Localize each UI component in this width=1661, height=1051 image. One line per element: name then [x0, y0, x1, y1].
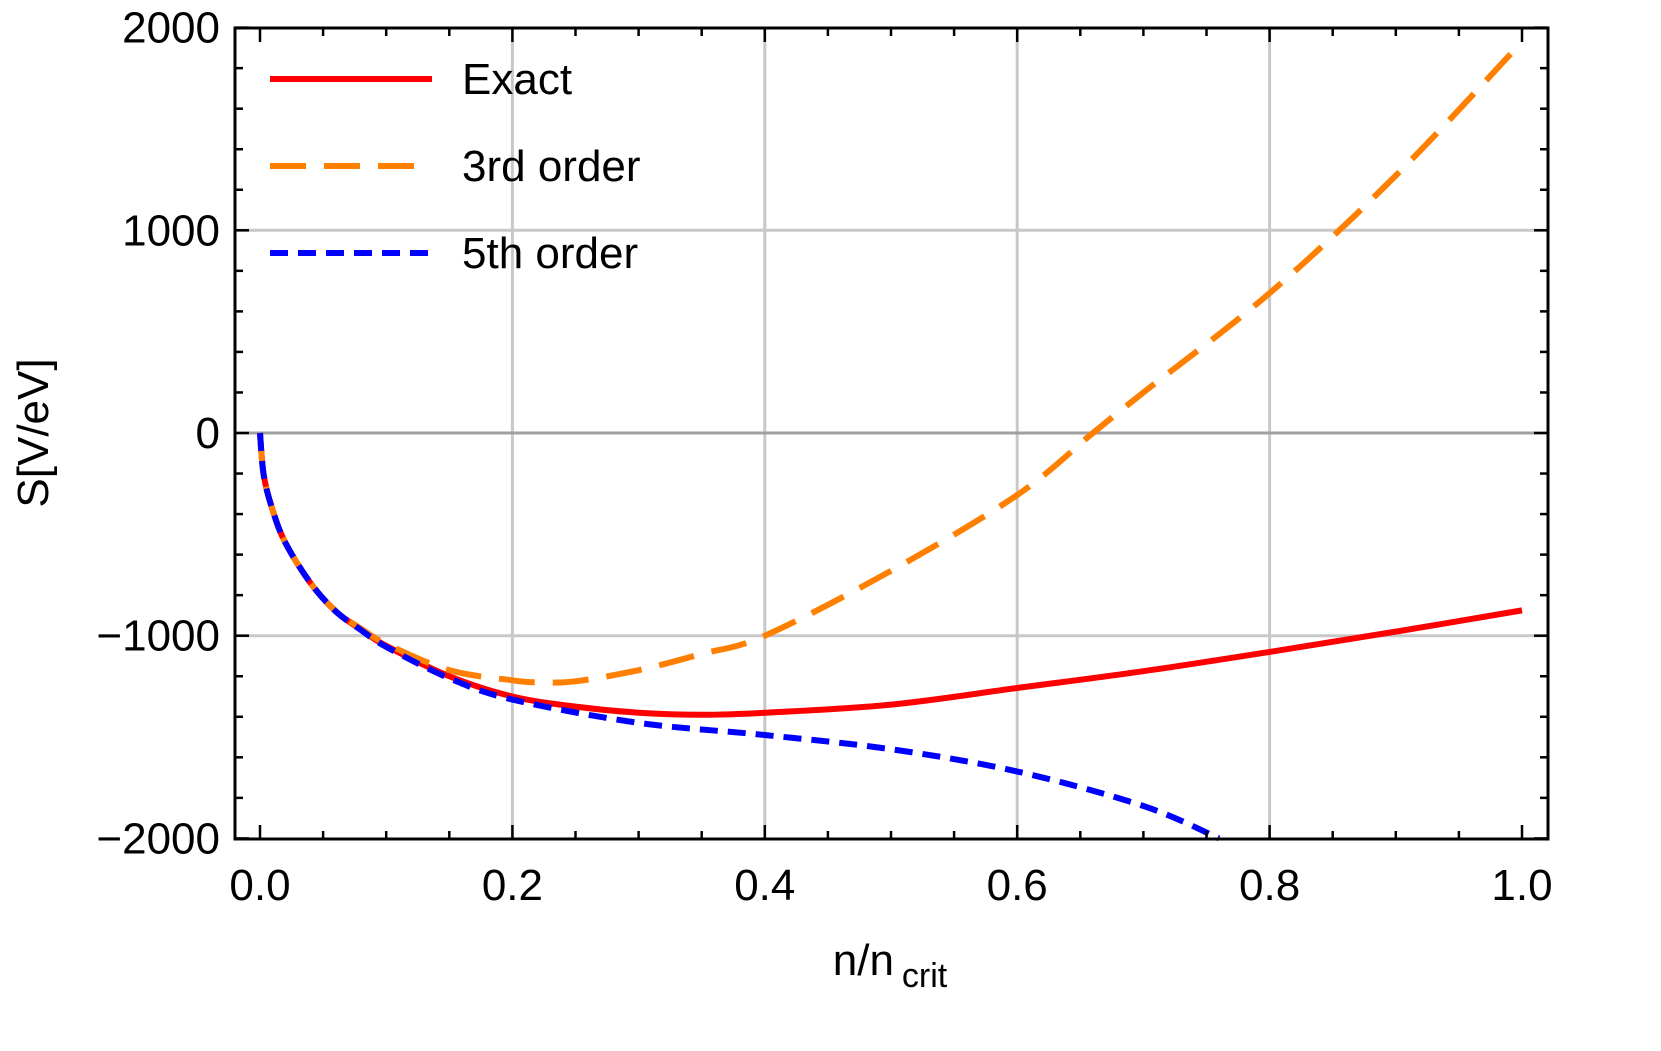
y-tick-labels: −2000 −1000 0 1000 2000	[96, 4, 220, 864]
x-tick-labels: 0.0 0.2 0.4 0.6 0.8 1.0	[229, 861, 1552, 910]
y-axis-label: S[V/eV]	[9, 358, 58, 507]
x-tick-label: 1.0	[1491, 861, 1552, 910]
legend: Exact 3rd order 5th order	[270, 55, 641, 278]
y-tick-label: 0	[196, 409, 220, 458]
y-tick-label: −1000	[96, 612, 220, 661]
x-tick-label: 0.0	[229, 861, 290, 910]
series-lines	[257, 39, 1525, 842]
legend-label: Exact	[462, 55, 572, 104]
y-tick-label: −2000	[96, 814, 220, 863]
series-line-5th-order	[257, 432, 1221, 842]
x-tick-label: 0.4	[734, 861, 795, 910]
series-line-3rd-order	[257, 39, 1525, 686]
legend-label: 3rd order	[462, 142, 641, 191]
y-tick-label: 1000	[122, 206, 220, 255]
x-axis-label: n/n crit	[833, 936, 948, 995]
x-tick-label: 0.6	[987, 861, 1048, 910]
x-tick-label: 0.2	[482, 861, 543, 910]
ticks	[235, 26, 1548, 840]
y-tick-label: 2000	[122, 4, 220, 53]
grid	[235, 28, 1548, 839]
legend-label: 5th order	[462, 229, 638, 278]
x-tick-label: 0.8	[1239, 861, 1300, 910]
